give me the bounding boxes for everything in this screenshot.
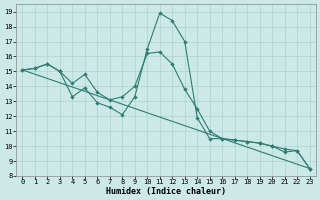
X-axis label: Humidex (Indice chaleur): Humidex (Indice chaleur) (106, 187, 226, 196)
